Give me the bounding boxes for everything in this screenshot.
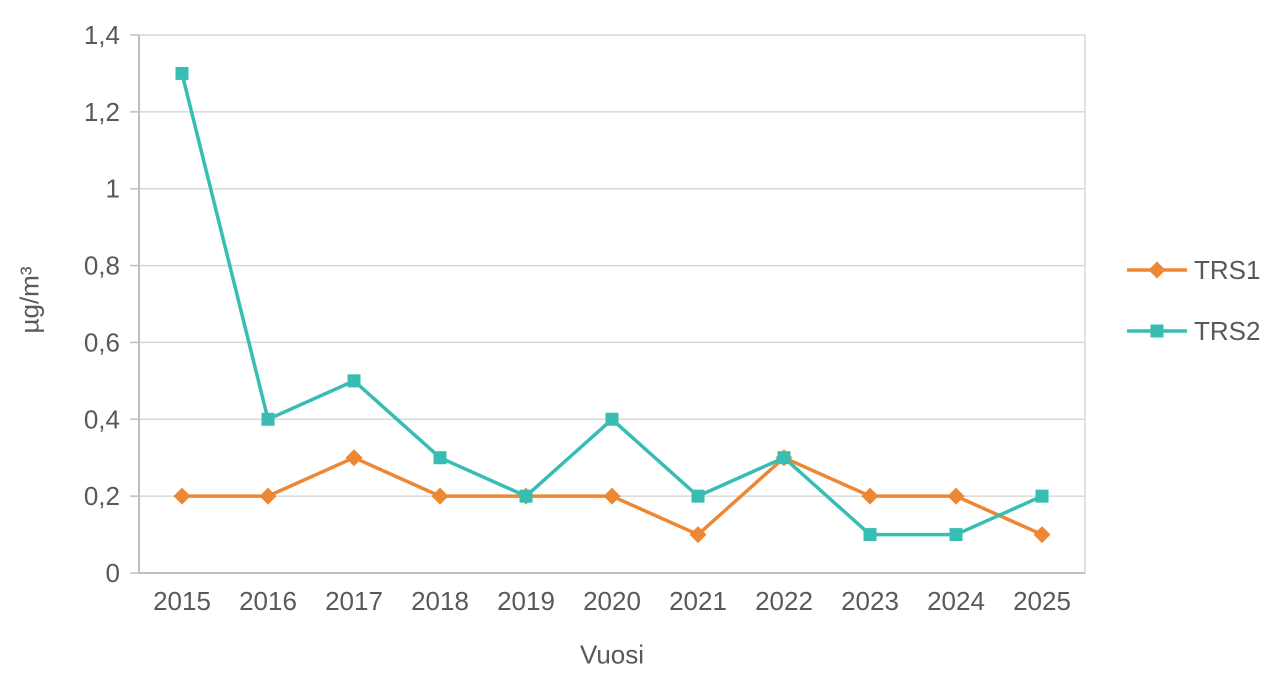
data-point-marker <box>949 528 963 542</box>
axis-ticks <box>130 34 139 574</box>
data-point-marker <box>431 487 449 505</box>
legend-label: TRS2 <box>1194 316 1260 346</box>
legend-item-TRS1: TRS1 <box>1127 255 1260 285</box>
y-axis-title: µg/m³ <box>14 266 45 334</box>
y-tick-label: 0,8 <box>84 251 120 281</box>
data-point-marker <box>947 487 965 505</box>
legend: TRS1 TRS2 <box>1127 255 1260 346</box>
y-tick-label: 0,4 <box>84 404 120 434</box>
data-point-marker <box>433 451 447 465</box>
legend-item-TRS2: TRS2 <box>1127 316 1260 346</box>
data-point-marker <box>175 66 189 80</box>
series-TRS2 <box>175 66 1049 542</box>
x-tick-label: 2016 <box>239 586 297 616</box>
x-tick-label: 2019 <box>497 586 555 616</box>
data-point-marker <box>1148 261 1166 279</box>
data-point-marker <box>1033 526 1051 544</box>
legend-label: TRS1 <box>1194 255 1260 285</box>
x-tick-label: 2020 <box>583 586 641 616</box>
data-point-marker <box>261 412 275 426</box>
x-tick-label: 2022 <box>755 586 813 616</box>
data-point-marker <box>347 374 361 388</box>
x-tick-label: 2025 <box>1013 586 1071 616</box>
y-tick-label: 1,4 <box>84 20 120 50</box>
x-axis-title: Vuosi <box>579 639 645 670</box>
data-point-marker <box>605 412 619 426</box>
y-tick-label: 0 <box>106 558 120 588</box>
series-line-TRS2 <box>180 73 1043 537</box>
data-point-marker <box>691 489 705 503</box>
x-tick-label: 2021 <box>669 586 727 616</box>
data-point-marker <box>689 526 707 544</box>
y-tick-label: 1 <box>106 174 120 204</box>
y-tick-labels: 0 0,2 0,4 0,6 0,8 1 1,2 1,4 <box>84 20 120 588</box>
y-tick-label: 1,2 <box>84 97 120 127</box>
x-tick-labels: 2015 2016 2017 2018 2019 2020 2021 2022 2023 2024… <box>153 586 1071 616</box>
y-tick-label: 0,6 <box>84 327 120 357</box>
data-point-marker <box>861 487 879 505</box>
data-point-marker <box>519 489 533 503</box>
data-point-marker <box>863 528 877 542</box>
gridlines <box>139 34 1085 497</box>
data-point-marker <box>777 451 791 465</box>
x-tick-label: 2015 <box>153 586 211 616</box>
y-tick-label: 0,2 <box>84 481 120 511</box>
data-point-marker <box>1150 324 1164 338</box>
data-point-marker <box>603 487 621 505</box>
data-point-marker <box>1035 489 1049 503</box>
data-point-marker <box>173 487 191 505</box>
data-point-marker <box>259 487 277 505</box>
x-tick-label: 2023 <box>841 586 899 616</box>
x-tick-label: 2024 <box>927 586 985 616</box>
data-point-marker <box>345 449 363 467</box>
x-tick-label: 2017 <box>325 586 383 616</box>
x-tick-label: 2018 <box>411 586 469 616</box>
